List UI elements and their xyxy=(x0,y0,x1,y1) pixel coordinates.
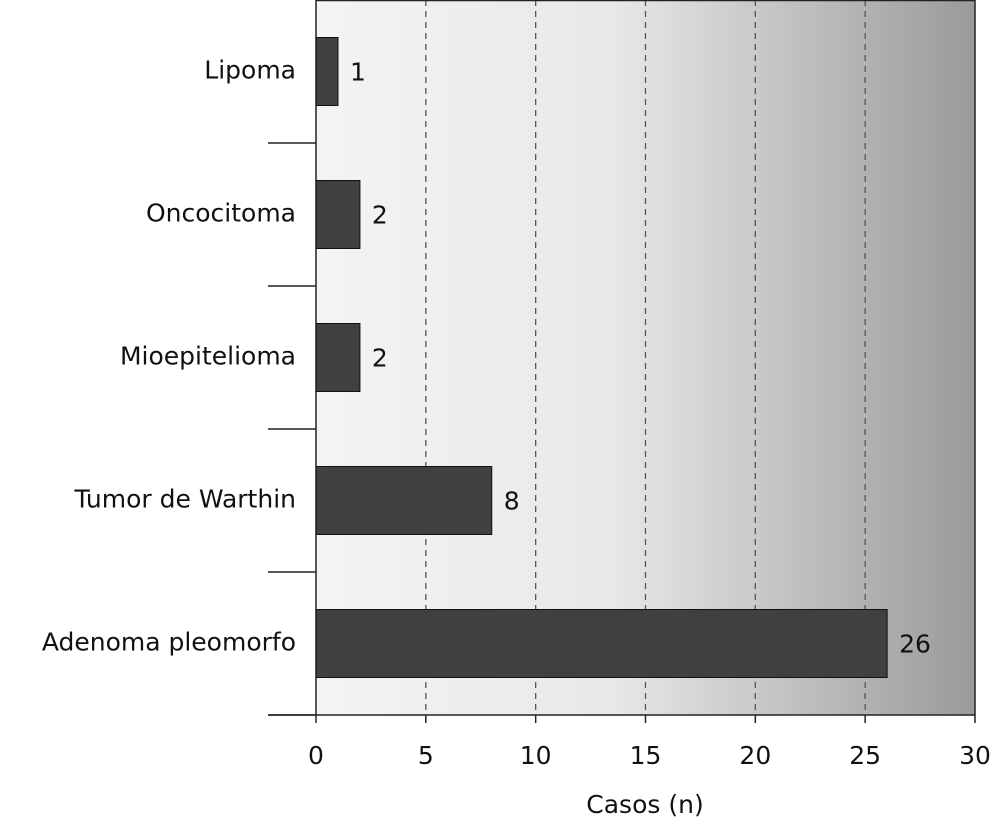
value-label: 26 xyxy=(899,630,931,659)
y-tick-label: Tumor de Warthin xyxy=(73,485,296,514)
x-tick-label: 0 xyxy=(308,741,324,770)
x-tick-label: 15 xyxy=(630,741,662,770)
x-tick-label: 5 xyxy=(418,741,434,770)
value-label: 1 xyxy=(350,58,366,87)
y-tick-label: Mioepitelioma xyxy=(120,342,296,371)
value-label: 8 xyxy=(504,487,520,516)
x-tick-label: 25 xyxy=(849,741,881,770)
y-tick-label: Lipoma xyxy=(204,56,296,85)
x-tick-label: 20 xyxy=(739,741,771,770)
bar xyxy=(315,609,888,678)
value-label: 2 xyxy=(372,344,388,373)
value-label: 2 xyxy=(372,201,388,230)
bar xyxy=(315,180,361,249)
y-tick-label: Adenoma pleomorfo xyxy=(42,628,296,657)
x-tick-label: 10 xyxy=(520,741,552,770)
x-tick-label: 30 xyxy=(959,741,991,770)
bar xyxy=(315,37,339,106)
y-tick-label: Oncocitoma xyxy=(146,199,296,228)
x-axis-label: Casos (n) xyxy=(586,790,703,819)
bar xyxy=(315,323,361,392)
bar xyxy=(315,466,493,535)
